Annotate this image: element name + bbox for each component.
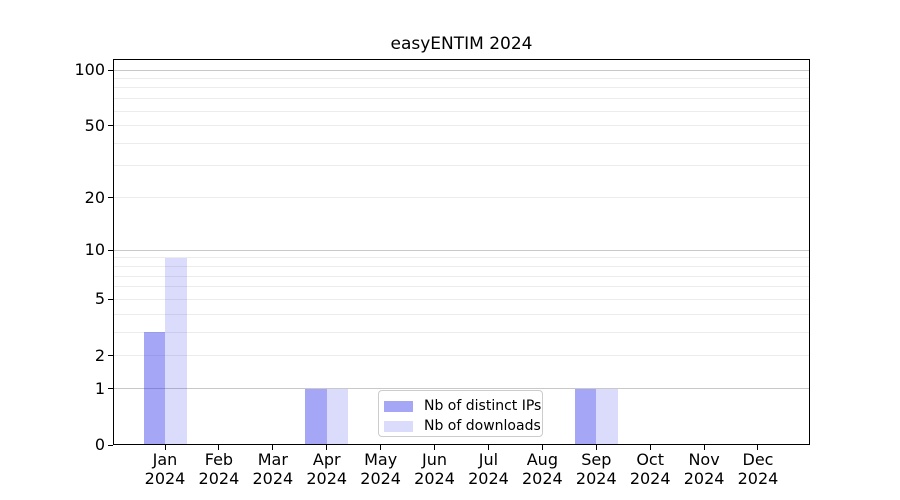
x-tick-mark — [164, 445, 166, 450]
major-gridline — [113, 388, 810, 390]
y-tick-mark — [108, 69, 113, 71]
y-tick-label: 10 — [84, 240, 105, 260]
x-tick-month: Feb — [204, 450, 234, 469]
minor-gridline — [113, 257, 810, 259]
x-tick-year: 2024 — [198, 469, 240, 488]
minor-gridline — [113, 275, 810, 277]
x-tick-month: Nov — [688, 450, 720, 469]
bar-downloads — [596, 388, 618, 445]
chart-title: easyENTIM 2024 — [390, 34, 533, 54]
y-tick-label: 1 — [94, 378, 105, 398]
minor-gridline — [113, 298, 810, 300]
x-tick-mark — [757, 445, 759, 450]
x-tick-label: Jul 2024 — [456, 450, 520, 488]
x-tick-mark — [703, 445, 705, 450]
minor-gridline — [113, 78, 810, 79]
bar-downloads — [326, 388, 349, 445]
x-tick-year: 2024 — [468, 469, 509, 488]
x-tick-label: Feb 2024 — [187, 450, 251, 488]
x-tick-mark — [595, 445, 597, 450]
x-tick-label: Mar 2024 — [241, 450, 305, 488]
x-tick-year: 2024 — [522, 469, 563, 488]
x-tick-mark — [380, 445, 382, 450]
x-tick-label: Apr 2024 — [295, 450, 359, 488]
minor-gridline — [113, 197, 810, 199]
y-tick-mark — [108, 355, 113, 357]
minor-gridline — [113, 142, 810, 144]
y-tick-label: 2 — [94, 345, 105, 365]
minor-gridline — [113, 125, 810, 127]
x-tick-label: Sep 2024 — [564, 450, 628, 488]
x-tick-mark — [272, 445, 274, 450]
x-tick-month: Sep — [581, 450, 612, 469]
x-tick-label: Dec 2024 — [726, 450, 790, 488]
plot-area — [113, 59, 810, 445]
x-tick-mark — [434, 445, 436, 450]
x-tick-month: Mar — [257, 450, 288, 469]
y-tick-mark — [108, 197, 113, 199]
x-tick-label: Jan 2024 — [133, 450, 197, 488]
legend-label: Nb of distinct IPs — [424, 398, 542, 414]
bar-distinct-ips — [143, 332, 165, 445]
bar-distinct-ips — [574, 388, 597, 445]
x-tick-year: 2024 — [144, 469, 186, 488]
x-tick-month: Oct — [636, 450, 664, 469]
y-tick-label: 100 — [74, 60, 105, 80]
x-tick-mark — [326, 445, 328, 450]
x-tick-year: 2024 — [683, 469, 725, 488]
x-tick-month: Apr — [312, 450, 341, 469]
major-gridline — [113, 69, 810, 71]
x-tick-month: Aug — [526, 450, 558, 469]
bar-downloads — [165, 257, 187, 445]
y-tick-mark — [108, 388, 113, 390]
legend-item: Nb of downloads — [384, 417, 542, 435]
x-tick-mark — [218, 445, 220, 450]
y-tick-label: 0 — [94, 435, 105, 454]
x-tick-month: Jul — [478, 450, 499, 469]
minor-gridline — [113, 165, 810, 167]
y-tick-mark — [108, 125, 113, 127]
x-tick-month: May — [364, 450, 398, 469]
x-tick-label: May 2024 — [349, 450, 413, 488]
x-tick-mark — [541, 445, 543, 450]
legend-swatch — [384, 420, 413, 432]
x-tick-mark — [487, 445, 489, 450]
x-tick-year: 2024 — [306, 469, 348, 488]
x-tick-month: Dec — [742, 450, 774, 469]
y-tick-mark — [108, 249, 113, 251]
minor-gridline — [113, 313, 810, 315]
y-tick-label: 20 — [84, 187, 105, 207]
x-tick-label: Oct 2024 — [618, 450, 682, 488]
minor-gridline — [113, 286, 810, 288]
x-tick-year: 2024 — [629, 469, 671, 488]
x-tick-year: 2024 — [737, 469, 779, 488]
x-tick-month: Jun — [422, 450, 448, 469]
major-gridline — [113, 249, 810, 251]
x-tick-year: 2024 — [575, 469, 617, 488]
y-tick-mark — [108, 298, 113, 300]
x-tick-label: Jun 2024 — [403, 450, 467, 488]
minor-gridline — [113, 98, 810, 100]
legend: Nb of distinct IPs Nb of downloads — [378, 390, 543, 437]
legend-swatch — [384, 400, 413, 412]
minor-gridline — [113, 110, 810, 112]
x-tick-label: Nov 2024 — [672, 450, 736, 488]
minor-gridline — [113, 331, 810, 333]
x-tick-mark — [649, 445, 651, 450]
x-tick-label: Aug 2024 — [510, 450, 574, 488]
minor-gridline — [113, 87, 810, 89]
legend-item: Nb of distinct IPs — [384, 397, 542, 415]
legend-label: Nb of downloads — [424, 418, 541, 434]
bar-distinct-ips — [305, 388, 327, 445]
y-tick-label: 5 — [94, 289, 105, 309]
y-tick-mark — [108, 444, 113, 446]
x-tick-year: 2024 — [360, 469, 401, 488]
minor-gridline — [113, 265, 810, 267]
y-tick-label: 50 — [84, 115, 105, 135]
x-tick-year: 2024 — [414, 469, 455, 488]
minor-gridline — [113, 355, 810, 357]
x-tick-year: 2024 — [252, 469, 294, 488]
x-tick-month: Jan — [152, 450, 178, 469]
